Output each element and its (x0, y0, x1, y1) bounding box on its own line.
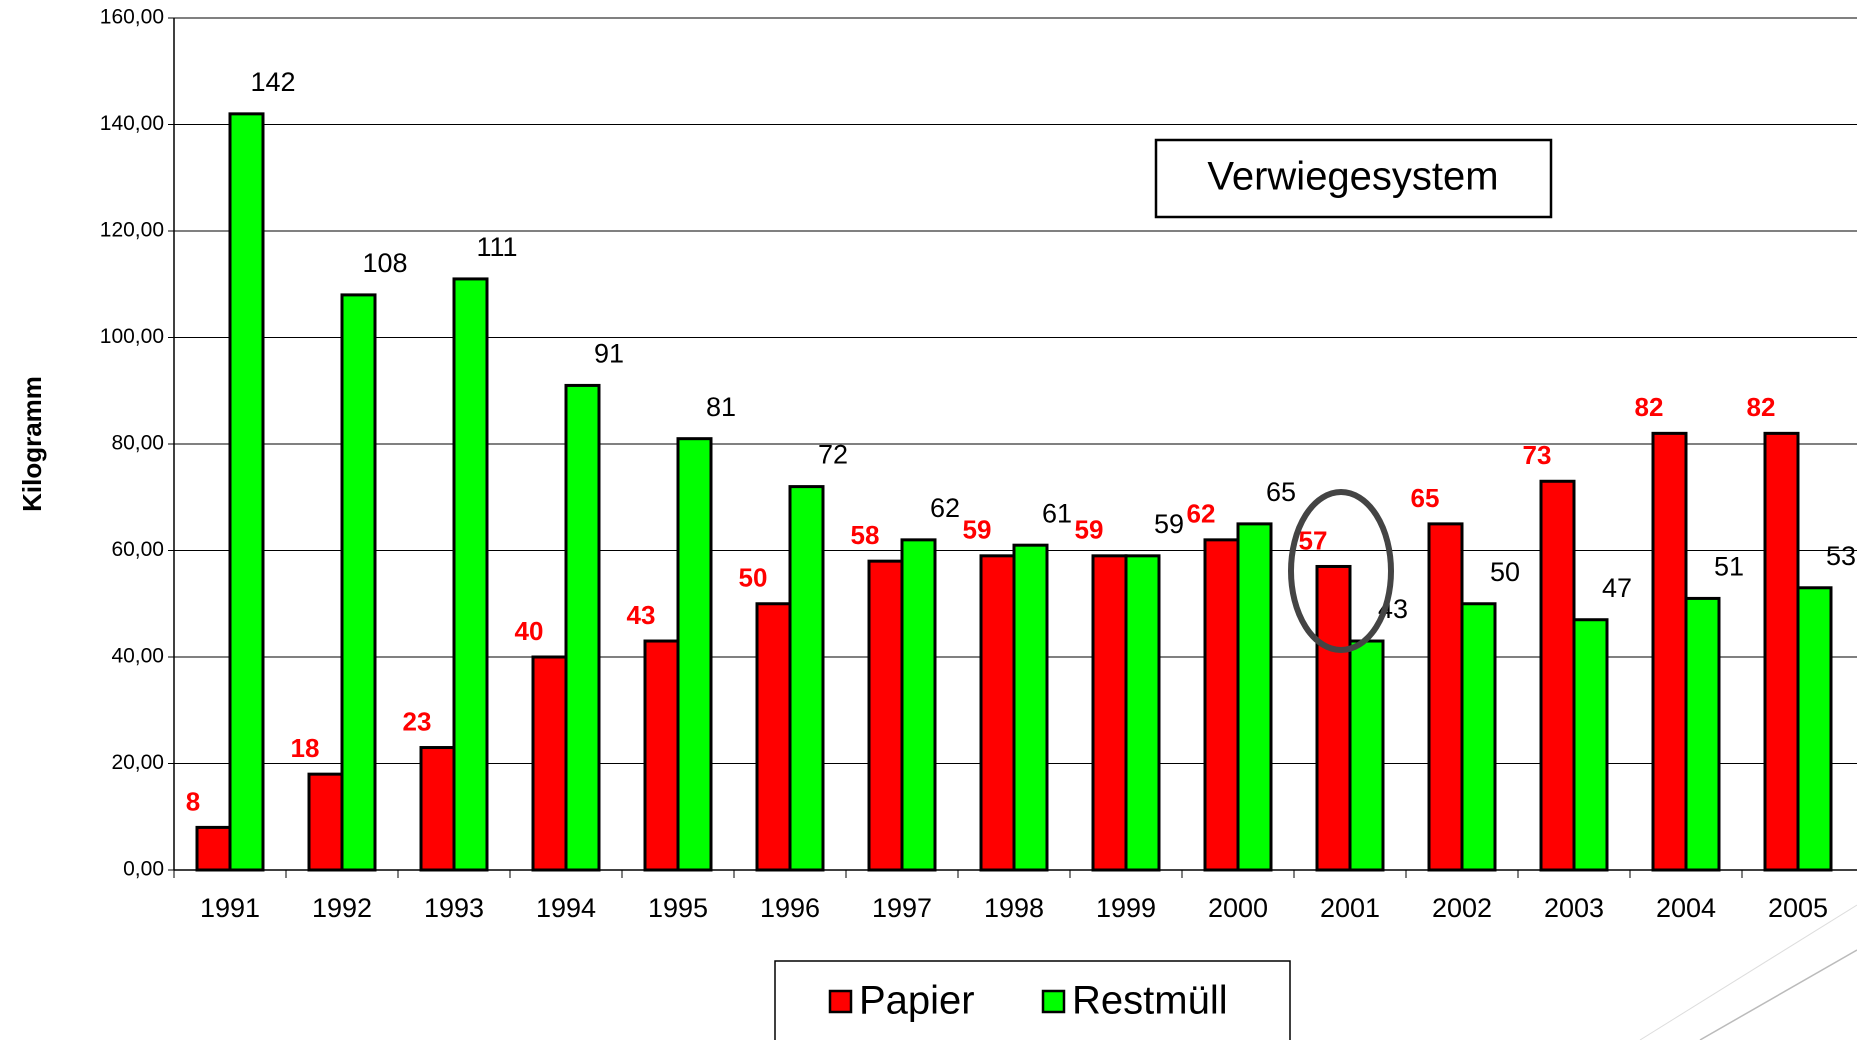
bar (1684, 596, 1721, 872)
y-tick-label: 40,00 (111, 645, 164, 668)
y-axis-label: Kilogramm (17, 376, 47, 512)
bar (1796, 586, 1833, 872)
legend-label: Restmüll (1072, 979, 1228, 1023)
data-label: 43 (627, 600, 656, 630)
data-label: 59 (1154, 509, 1184, 539)
bar (340, 293, 377, 872)
x-tick-label: 1999 (1096, 893, 1156, 923)
bar (307, 772, 344, 872)
bar (900, 538, 937, 872)
x-tick-label: 1994 (536, 893, 596, 923)
legend-box (774, 960, 1291, 1040)
y-tick-label: 140,00 (100, 112, 164, 135)
data-label: 18 (291, 733, 320, 763)
annotation-box (1154, 138, 1553, 219)
data-label: 72 (818, 440, 848, 470)
x-tick-label: 2002 (1432, 893, 1492, 923)
x-tick-label: 2000 (1208, 893, 1268, 923)
annotation: Verwiegesystem (1207, 155, 1498, 199)
bar (1539, 479, 1576, 872)
bar (531, 655, 568, 872)
data-label: 73 (1523, 440, 1552, 470)
bar (1203, 538, 1240, 872)
data-label: 50 (739, 563, 768, 593)
y-tick-label: 160,00 (100, 6, 164, 29)
data-label: 57 (1299, 525, 1328, 555)
data-label: 62 (1187, 499, 1216, 529)
bar (867, 559, 904, 872)
bar (1572, 618, 1609, 872)
data-label: 91 (594, 339, 624, 369)
bar (1763, 431, 1800, 872)
data-label: 82 (1635, 392, 1664, 422)
bar (195, 825, 232, 872)
data-label: 8 (186, 786, 200, 816)
data-label: 65 (1266, 477, 1296, 507)
data-label: 59 (1075, 515, 1104, 545)
y-tick-label: 60,00 (111, 538, 164, 561)
x-tick-label: 1995 (648, 893, 708, 923)
x-tick-label: 1991 (200, 893, 260, 923)
legend-swatch (1041, 989, 1066, 1014)
x-tick-label: 2003 (1544, 893, 1604, 923)
bar (1348, 639, 1385, 872)
bar (643, 639, 680, 872)
data-label: 59 (963, 515, 992, 545)
y-tick-label: 20,00 (111, 751, 164, 774)
data-label: 61 (1042, 498, 1072, 528)
data-label: 82 (1747, 392, 1776, 422)
x-tick-label: 1998 (984, 893, 1044, 923)
legend-swatch (828, 989, 853, 1014)
data-label: 23 (403, 706, 432, 736)
bar (564, 383, 601, 872)
data-label: 142 (250, 67, 295, 97)
data-label: 47 (1602, 573, 1632, 603)
data-label: 40 (515, 616, 544, 646)
x-tick-label: 2001 (1320, 893, 1380, 923)
bar (788, 485, 825, 872)
data-label: 51 (1714, 552, 1744, 582)
bar (1460, 602, 1497, 872)
bar (1651, 431, 1688, 872)
bar (1315, 564, 1352, 872)
bar (228, 112, 265, 872)
highlight-circle (1288, 489, 1394, 653)
bar (452, 277, 489, 872)
data-label: 50 (1490, 557, 1520, 587)
bar (1091, 554, 1128, 872)
y-tick-label: 120,00 (100, 219, 164, 242)
decoration (1699, 949, 1857, 1040)
x-tick-label: 1997 (872, 893, 932, 923)
data-label: 111 (476, 232, 517, 262)
bar (1124, 554, 1161, 872)
data-label: 58 (851, 520, 880, 550)
data-label: 65 (1411, 483, 1440, 513)
x-tick-label: 2004 (1656, 893, 1716, 923)
bar (1236, 522, 1273, 872)
x-tick-label: 1992 (312, 893, 372, 923)
data-label: 62 (930, 493, 960, 523)
y-tick-label: 0,00 (123, 858, 164, 881)
decoration (1639, 904, 1857, 1040)
y-tick-label: 80,00 (111, 432, 164, 455)
data-label: 53 (1826, 541, 1856, 571)
bar (979, 554, 1016, 872)
data-label: 81 (706, 392, 736, 422)
x-tick-label: 2005 (1768, 893, 1828, 923)
bar (1012, 543, 1049, 872)
x-tick-label: 1996 (760, 893, 820, 923)
legend-label: Papier (859, 979, 975, 1023)
bar (676, 437, 713, 872)
bar (755, 602, 792, 872)
data-label: 108 (362, 248, 407, 278)
bar (419, 746, 456, 872)
x-tick-label: 1993 (424, 893, 484, 923)
y-tick-label: 100,00 (100, 325, 164, 348)
bar (1427, 522, 1464, 872)
legend: Papier Restmüll (774, 960, 1291, 1040)
